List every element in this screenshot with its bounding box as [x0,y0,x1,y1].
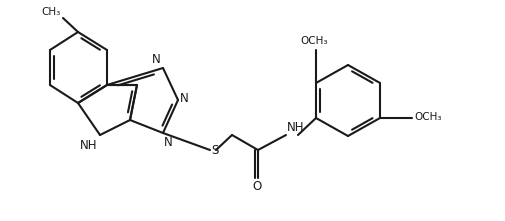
Text: N: N [180,93,189,105]
Text: NH: NH [79,139,97,152]
Text: OCH₃: OCH₃ [300,36,328,46]
Text: CH₃: CH₃ [42,7,61,17]
Text: S: S [211,143,218,156]
Text: OCH₃: OCH₃ [414,112,441,122]
Text: O: O [252,180,262,193]
Text: N: N [152,53,161,66]
Text: NH: NH [287,121,305,134]
Text: N: N [164,136,173,149]
